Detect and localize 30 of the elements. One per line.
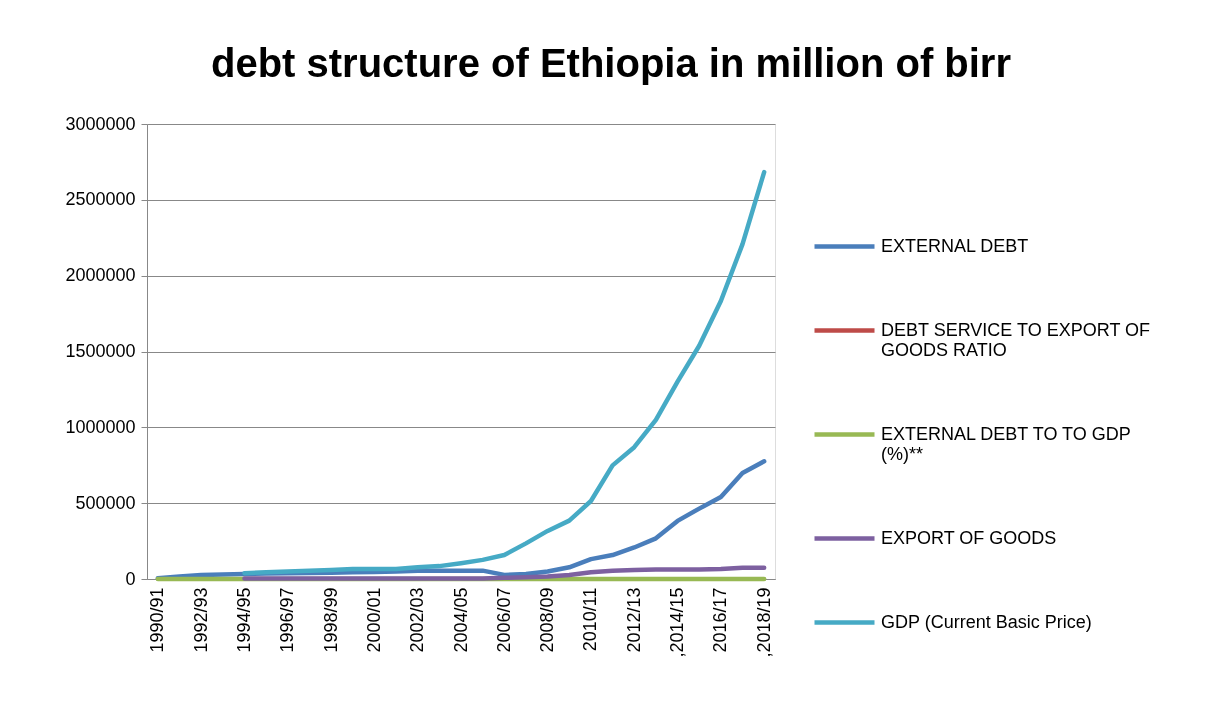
y-tick-label: 500000 <box>75 492 136 513</box>
y-tick-label: 1500000 <box>65 341 136 361</box>
x-tick-label: 1998/99 <box>320 587 341 653</box>
chart-title: debt structure of Ethiopia in million of birr <box>211 41 1011 85</box>
x-tick-label: 1994/95 <box>233 587 254 653</box>
x-tick-label: 2008/09 <box>537 587 558 653</box>
x-tick-label: 2010/11 <box>580 587 601 652</box>
x-tick-label: 2000/01 <box>363 587 384 653</box>
y-tick-label: 3000000 <box>65 113 136 134</box>
x-tick-label: 1996/97 <box>277 587 298 653</box>
x-tick-label: 1992/93 <box>190 587 211 653</box>
x-tick-label: 2012/13 <box>623 587 644 653</box>
x-tick-label: 2002/03 <box>407 587 428 653</box>
x-tick-label: ,2014/15 <box>667 587 688 658</box>
x-tick-label: 2004/05 <box>450 587 471 653</box>
x-tick-label: 1990/91 <box>147 587 168 653</box>
x-tick-label: 2016/17 <box>710 587 731 653</box>
x-tick-label: ,2018/19 <box>753 587 774 658</box>
y-tick-label: 2500000 <box>65 189 136 210</box>
legend-label: EXTERNAL DEBT <box>881 235 1029 256</box>
legend-label: EXTERNAL DEBT TO TO GDP (%)** <box>881 423 1131 464</box>
line-series <box>242 565 767 581</box>
legend-label: EXPORT OF GOODS <box>881 527 1057 548</box>
x-tick-label: 2006/07 <box>493 587 514 653</box>
y-tick-label: 0 <box>125 568 136 589</box>
y-tick-label: 1000000 <box>65 416 136 437</box>
line-series <box>242 169 767 576</box>
legend-label: GDP (Current Basic Price) <box>881 611 1092 632</box>
legend-label: DEBT SERVICE TO EXPORT OF GOODS RATIO <box>881 319 1151 360</box>
y-tick-label: 2000000 <box>65 265 136 286</box>
